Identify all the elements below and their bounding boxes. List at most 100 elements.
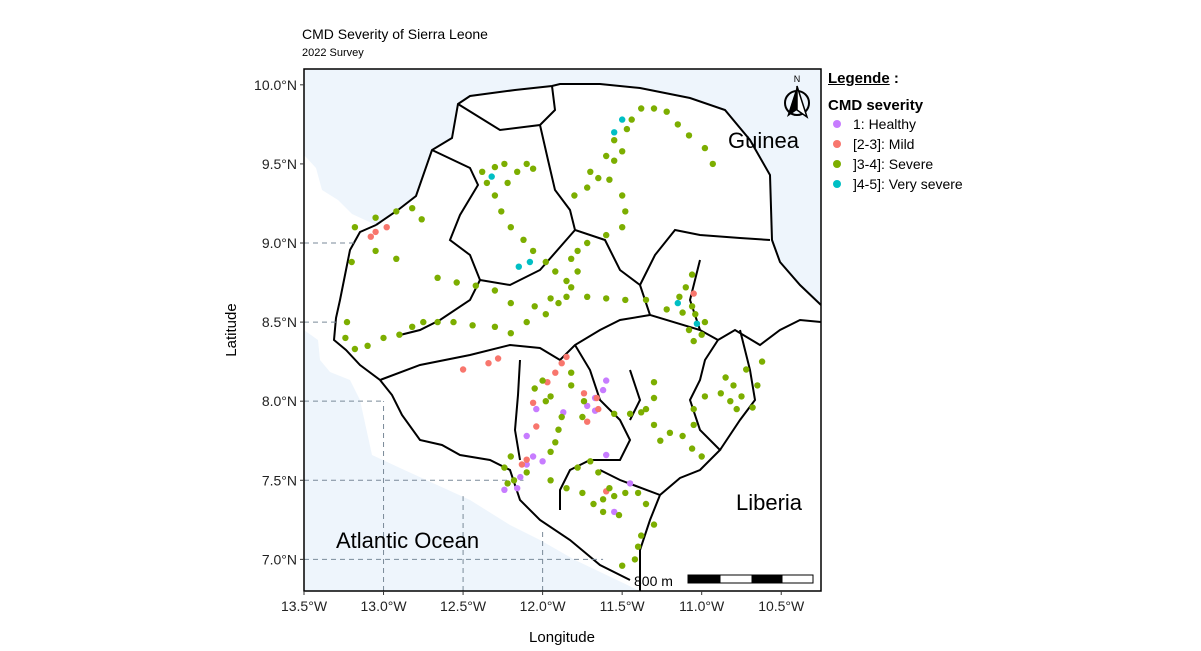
north-label: N: [794, 74, 801, 84]
survey-point: [599, 508, 607, 516]
survey-point: [459, 366, 467, 373]
survey-point: [626, 410, 634, 417]
survey-point: [685, 132, 693, 139]
survey-point: [611, 410, 618, 417]
survey-point: [409, 323, 416, 330]
district-line-3: [539, 124, 641, 286]
survey-point: [507, 453, 514, 460]
survey-point: [674, 121, 681, 128]
survey-point: [642, 405, 650, 413]
survey-point: [491, 192, 499, 199]
survey-point: [606, 176, 613, 183]
survey-point: [491, 163, 499, 171]
survey-point: [523, 469, 530, 476]
survey-point: [619, 148, 626, 155]
survey-point: [701, 318, 709, 326]
legend-heading: Legende: [828, 70, 890, 87]
survey-point: [593, 394, 600, 402]
scale-label: 800 m: [634, 573, 673, 589]
survey-point: [690, 405, 697, 413]
survey-point: [529, 247, 537, 255]
survey-point: [574, 464, 581, 471]
survey-point: [547, 295, 554, 302]
district-line-7: [379, 314, 651, 381]
survey-point: [738, 393, 745, 400]
map-subtitle: 2022 Survey: [302, 47, 364, 59]
survey-point: [650, 394, 658, 402]
survey-point: [523, 318, 530, 326]
survey-point: [595, 405, 602, 413]
survey-point: [558, 413, 565, 421]
survey-point: [611, 157, 618, 164]
survey-point: [701, 393, 709, 400]
survey-point: [434, 274, 441, 281]
survey-point: [510, 477, 518, 484]
legend: Legende : CMD severity 1: Healthy [2-3]:…: [828, 70, 963, 194]
survey-points: [342, 105, 766, 569]
legend-dot-very-severe: [833, 180, 841, 188]
survey-point: [418, 216, 425, 223]
survey-point: [380, 334, 387, 342]
survey-point: [348, 258, 355, 266]
district-line-14: [719, 329, 757, 451]
survey-point: [568, 369, 575, 376]
survey-point: [547, 477, 554, 484]
survey-point: [698, 331, 705, 338]
survey-point: [701, 144, 709, 152]
survey-point: [587, 458, 594, 465]
legend-item-severe: ]3-4]: Severe: [828, 154, 963, 174]
survey-point: [619, 192, 626, 199]
survey-point: [584, 418, 591, 425]
district-line-10: [559, 344, 632, 510]
survey-point: [690, 337, 697, 345]
survey-point: [483, 179, 491, 187]
survey-point: [595, 174, 602, 182]
survey-point: [717, 390, 724, 397]
survey-point: [606, 485, 613, 492]
survey-point: [622, 489, 629, 497]
survey-point: [343, 318, 351, 326]
y-tick-label: 8.0°N: [262, 393, 297, 409]
legend-label-severe: ]3-4]: Severe: [853, 156, 934, 172]
survey-point: [611, 129, 618, 136]
survey-point: [650, 421, 658, 429]
survey-point: [727, 398, 734, 405]
survey-point: [642, 296, 650, 304]
survey-point: [663, 306, 670, 313]
survey-point: [679, 309, 686, 316]
survey-point: [479, 168, 486, 175]
survey-point: [364, 342, 371, 349]
x-tick-label: 13.5°W: [281, 598, 328, 614]
survey-point: [603, 152, 610, 160]
survey-point: [638, 105, 645, 112]
survey-point: [574, 268, 581, 275]
x-tick-label: 10.5°W: [758, 598, 805, 614]
legend-item-mild: [2-3]: Mild: [828, 134, 963, 154]
survey-point: [580, 390, 588, 397]
survey-point: [529, 453, 537, 460]
survey-point: [666, 429, 674, 436]
y-axis-title: Latitude: [223, 303, 240, 356]
survey-point: [533, 405, 540, 413]
survey-point: [563, 353, 570, 361]
survey-point: [544, 379, 551, 386]
survey-point: [396, 331, 403, 338]
legend-dot-severe: [833, 160, 841, 168]
district-line-5: [639, 228, 771, 286]
survey-point: [563, 277, 570, 285]
survey-point: [514, 485, 521, 492]
legend-heading-colon: :: [889, 70, 899, 87]
survey-point: [539, 377, 546, 384]
survey-point: [634, 489, 642, 497]
survey-point: [507, 330, 514, 337]
scale-bar: 800 m: [634, 573, 814, 589]
map-title: CMD Severity of Sierra Leone: [302, 26, 488, 42]
survey-point: [628, 116, 635, 123]
survey-point: [743, 366, 750, 373]
survey-point: [599, 496, 607, 503]
survey-point: [494, 355, 502, 362]
survey-point: [603, 295, 610, 302]
survey-point: [584, 402, 591, 410]
survey-point: [568, 382, 575, 389]
survey-point: [563, 293, 570, 300]
